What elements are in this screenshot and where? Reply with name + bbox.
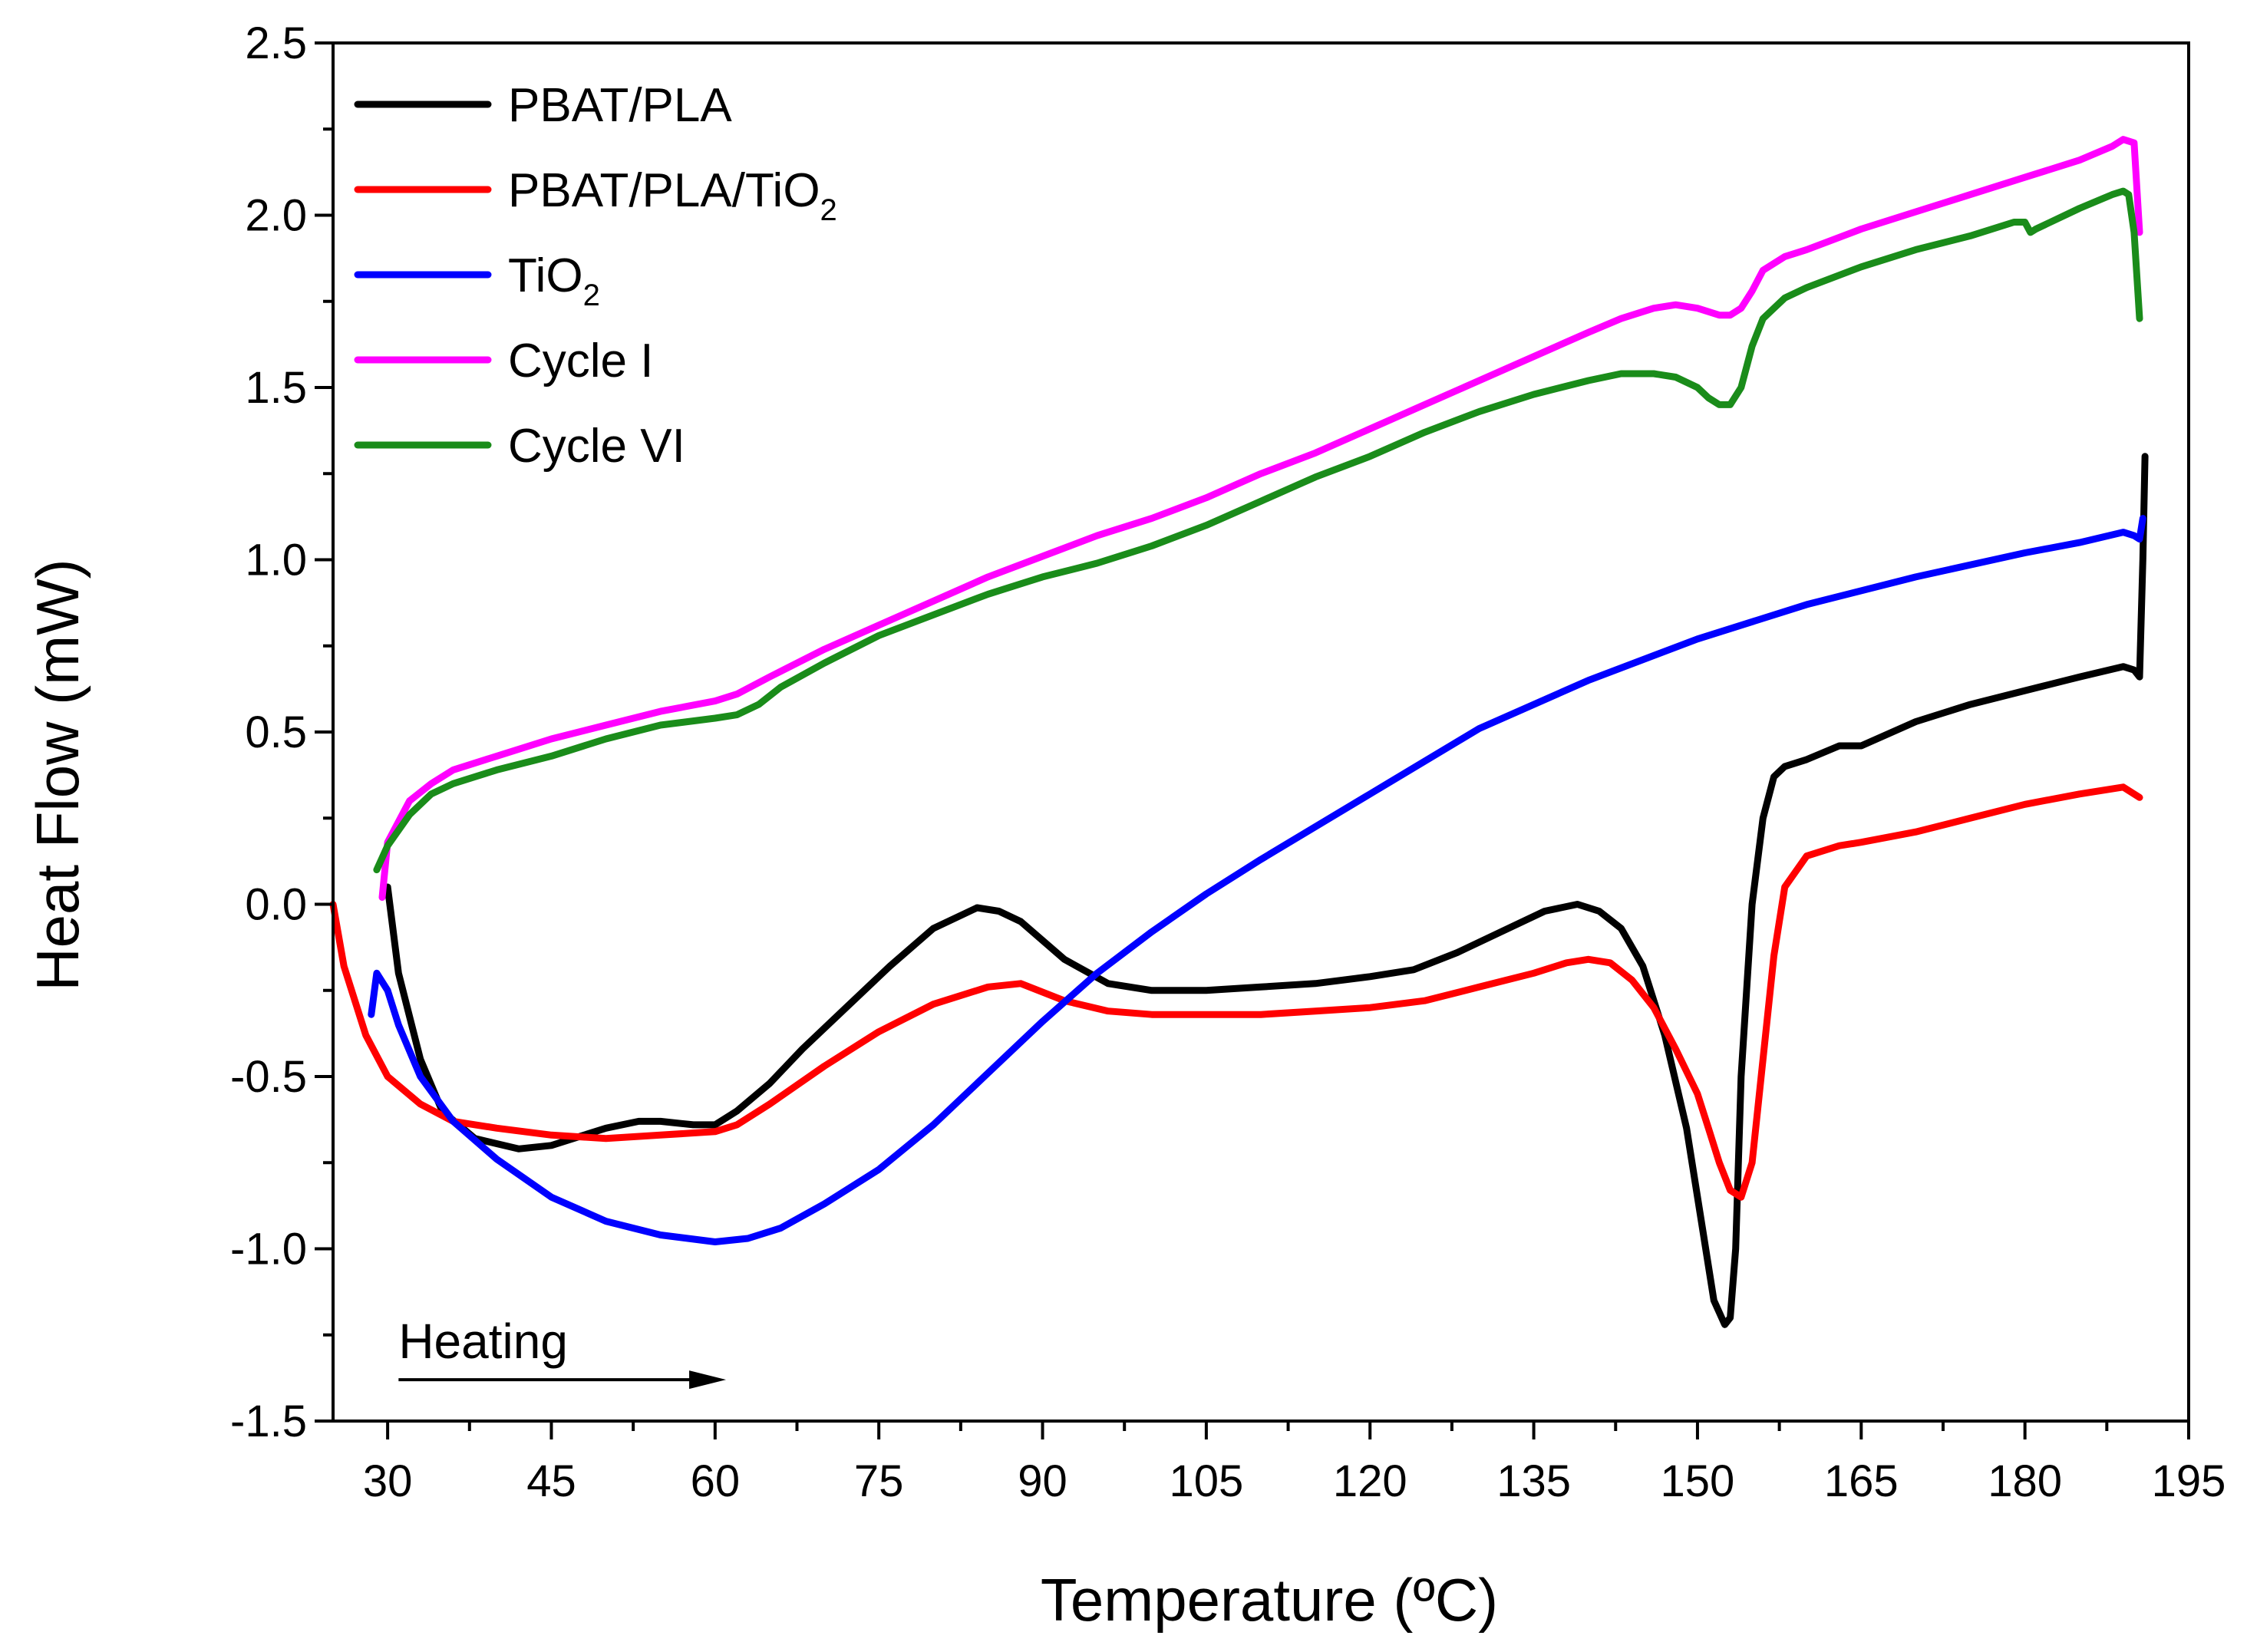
legend-label-2: TiO2 [508,249,600,312]
y-tick-label: -1.5 [230,1396,307,1446]
x-tick-label: 150 [1661,1456,1735,1506]
y-tick-label: -0.5 [230,1052,307,1102]
axes-layer: 30 45 60 75 90 105 120 135 150 165 180 195 -1.5 -1.0 -… [230,18,2226,1506]
series-line-0 [384,453,2149,1328]
x-tick-label: 195 [2152,1456,2226,1506]
series-layer [329,136,2149,1328]
series-line-2 [368,515,2146,1245]
x-tick-label: 75 [854,1456,904,1506]
x-tick-label: 30 [363,1456,413,1506]
legend-label-4: Cycle VI [508,420,685,473]
x-tick-label: 180 [1988,1456,2062,1506]
x-tick-label: 105 [1169,1456,1243,1506]
y-tick-label: -1.0 [230,1225,307,1274]
series-line-1 [329,783,2143,1201]
series-line-4 [373,187,2143,874]
y-tick-label: 2.5 [245,18,307,68]
legend-label-0: PBAT/PLA [508,79,732,132]
annotation-layer: Heating [398,1314,727,1390]
y-tick-label: 0.0 [245,880,307,930]
legend-subscript: 2 [820,193,837,227]
legend: PBAT/PLA PBAT/PLA/TiO2 TiO2 Cycle I Cycle VI [354,79,837,473]
x-tick-label: 45 [526,1456,576,1506]
y-tick-label: 2.0 [245,191,307,241]
x-tick-label: 165 [1824,1456,1899,1506]
y-tick-label: 1.5 [245,363,307,413]
y-tick-label: 0.5 [245,707,307,757]
x-tick-label: 120 [1333,1456,1407,1506]
x-tick-label: 90 [1018,1456,1067,1506]
x-tick-label: 135 [1496,1456,1571,1506]
y-tick-label: 1.0 [245,536,307,585]
legend-label-3: Cycle I [508,335,653,387]
series-line-3 [378,136,2143,901]
y-axis-title: Heat Flow (mW) [24,559,91,991]
annotation-arrow-head [689,1370,727,1390]
x-tick-label: 60 [691,1456,741,1506]
legend-subscript: 2 [583,279,600,312]
legend-label-1: PBAT/PLA/TiO2 [508,164,837,227]
x-axis-title: Temperature (ºC) [1041,1566,1498,1634]
annotation-label-0: Heating [398,1314,568,1369]
